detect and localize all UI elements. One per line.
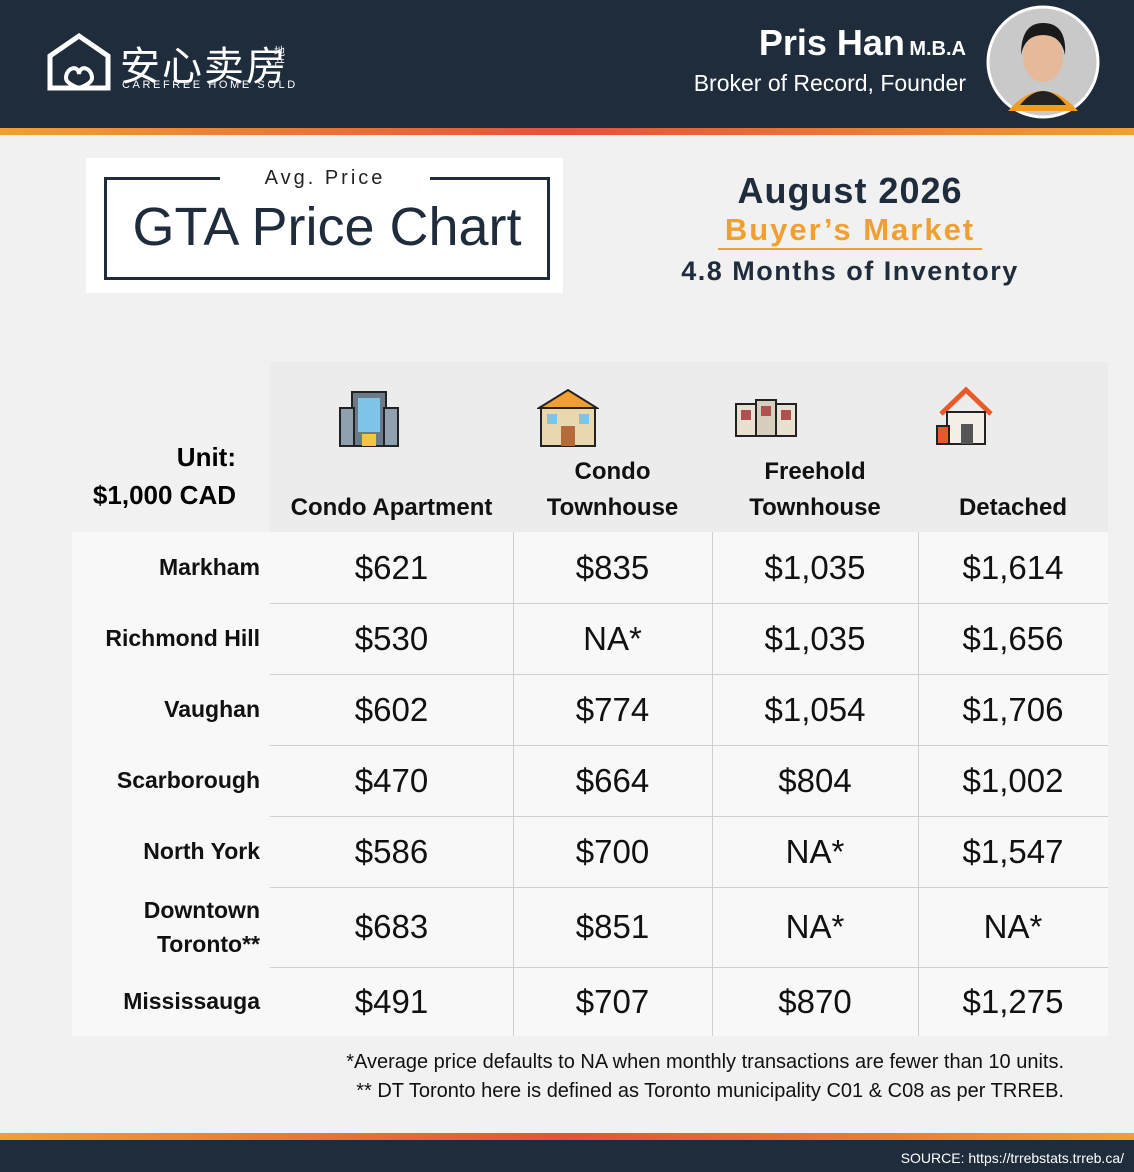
logo-tagline: CAREFREE HOME SOLD xyxy=(122,79,298,91)
price-cell: $530 xyxy=(354,619,429,657)
unit-line: Unit: xyxy=(176,442,236,472)
price-cell: $1,275 xyxy=(962,982,1064,1020)
credential: M.B.A xyxy=(909,38,966,60)
icon-condo xyxy=(339,391,399,447)
price-cell: $1,035 xyxy=(764,619,866,657)
price-cell: $1,656 xyxy=(962,619,1064,657)
table-body-bg xyxy=(72,532,1108,1036)
price-cell: NA* xyxy=(983,908,1043,945)
footnote: *Average price defaults to NA when month… xyxy=(346,1051,1064,1073)
name-block: Pris Han M.B.A xyxy=(759,22,966,64)
role: Broker of Record, Founder xyxy=(693,70,966,96)
price-cell: $683 xyxy=(354,908,429,945)
icon-freehold-townhouse xyxy=(735,399,797,437)
price-cell: $774 xyxy=(575,690,650,728)
row-label: North York xyxy=(143,838,260,865)
price-cell: NA* xyxy=(583,619,642,657)
price-cell: $1,614 xyxy=(962,548,1064,586)
source: SOURCE: https://trrebstats.trreb.ca/ xyxy=(900,1150,1124,1166)
logo-icon xyxy=(47,32,111,91)
period: August 2026 xyxy=(737,170,963,211)
price-cell: $664 xyxy=(575,761,650,799)
price-cell: $1,035 xyxy=(764,548,866,586)
column-header: Condo Apartment xyxy=(290,494,493,521)
market: Buyer’s Market xyxy=(718,212,982,250)
portrait xyxy=(986,5,1100,119)
price-cell: $621 xyxy=(354,548,429,586)
row-divider xyxy=(270,887,1108,888)
price-cell: $804 xyxy=(778,761,852,799)
column-header: Freehold Townhouse xyxy=(749,458,881,521)
price-cell: $1,002 xyxy=(962,761,1064,799)
row-label: Vaughan xyxy=(164,696,260,723)
column-divider xyxy=(712,532,713,1036)
price-cell: $1,706 xyxy=(962,690,1064,728)
row-divider xyxy=(270,674,1108,675)
footnotes: *Average price defaults to NA when month… xyxy=(346,1048,1064,1106)
price-cell: $1,054 xyxy=(764,690,866,728)
row-divider xyxy=(270,603,1108,604)
footnote: ** DT Toronto here is defined as Toronto… xyxy=(356,1080,1064,1102)
unit-line: $1,000 CAD xyxy=(92,480,236,510)
stripe xyxy=(0,128,1134,135)
header-bar xyxy=(0,0,1134,128)
price-cell: $870 xyxy=(778,982,852,1020)
column-divider xyxy=(513,532,514,1036)
price-cell: NA* xyxy=(785,908,845,945)
price-cell: $835 xyxy=(575,548,650,586)
inventory: 4.8 Months of Inventory xyxy=(681,256,1019,286)
logo-sub: 地产 xyxy=(274,46,285,70)
stripe xyxy=(0,1133,1134,1140)
row-label: Richmond Hill xyxy=(105,625,260,652)
icon-condo-townhouse xyxy=(537,388,599,447)
price-cell: $700 xyxy=(575,832,650,870)
row-divider xyxy=(270,816,1108,817)
price-cell: $491 xyxy=(354,982,429,1020)
price-cell: NA* xyxy=(785,832,845,870)
row-label: Markham xyxy=(159,554,260,581)
column-divider xyxy=(918,532,919,1036)
price-cell: $707 xyxy=(575,982,650,1020)
icon-detached xyxy=(936,386,993,445)
row-label: Downtown Toronto** xyxy=(143,896,260,958)
logo-text: 安心卖房 xyxy=(120,45,288,89)
price-cell: $586 xyxy=(354,832,429,870)
column-header: Detached xyxy=(958,494,1068,521)
row-label: Scarborough xyxy=(116,767,260,794)
unit: Unit: $1,000 CAD xyxy=(60,438,236,514)
title: GTA Price Chart xyxy=(132,197,522,257)
row-label: Mississauga xyxy=(123,988,260,1015)
column-header: Condo Townhouse xyxy=(546,458,679,521)
price-cell: $470 xyxy=(354,761,429,799)
title-label: Avg. Price xyxy=(220,167,430,190)
footer-bar xyxy=(0,1140,1134,1172)
row-divider xyxy=(270,967,1108,968)
name: Pris Han xyxy=(758,22,905,63)
price-cell: $1,547 xyxy=(962,832,1064,870)
row-divider xyxy=(270,745,1108,746)
price-cell: $602 xyxy=(354,690,429,728)
price-cell: $851 xyxy=(575,908,650,945)
